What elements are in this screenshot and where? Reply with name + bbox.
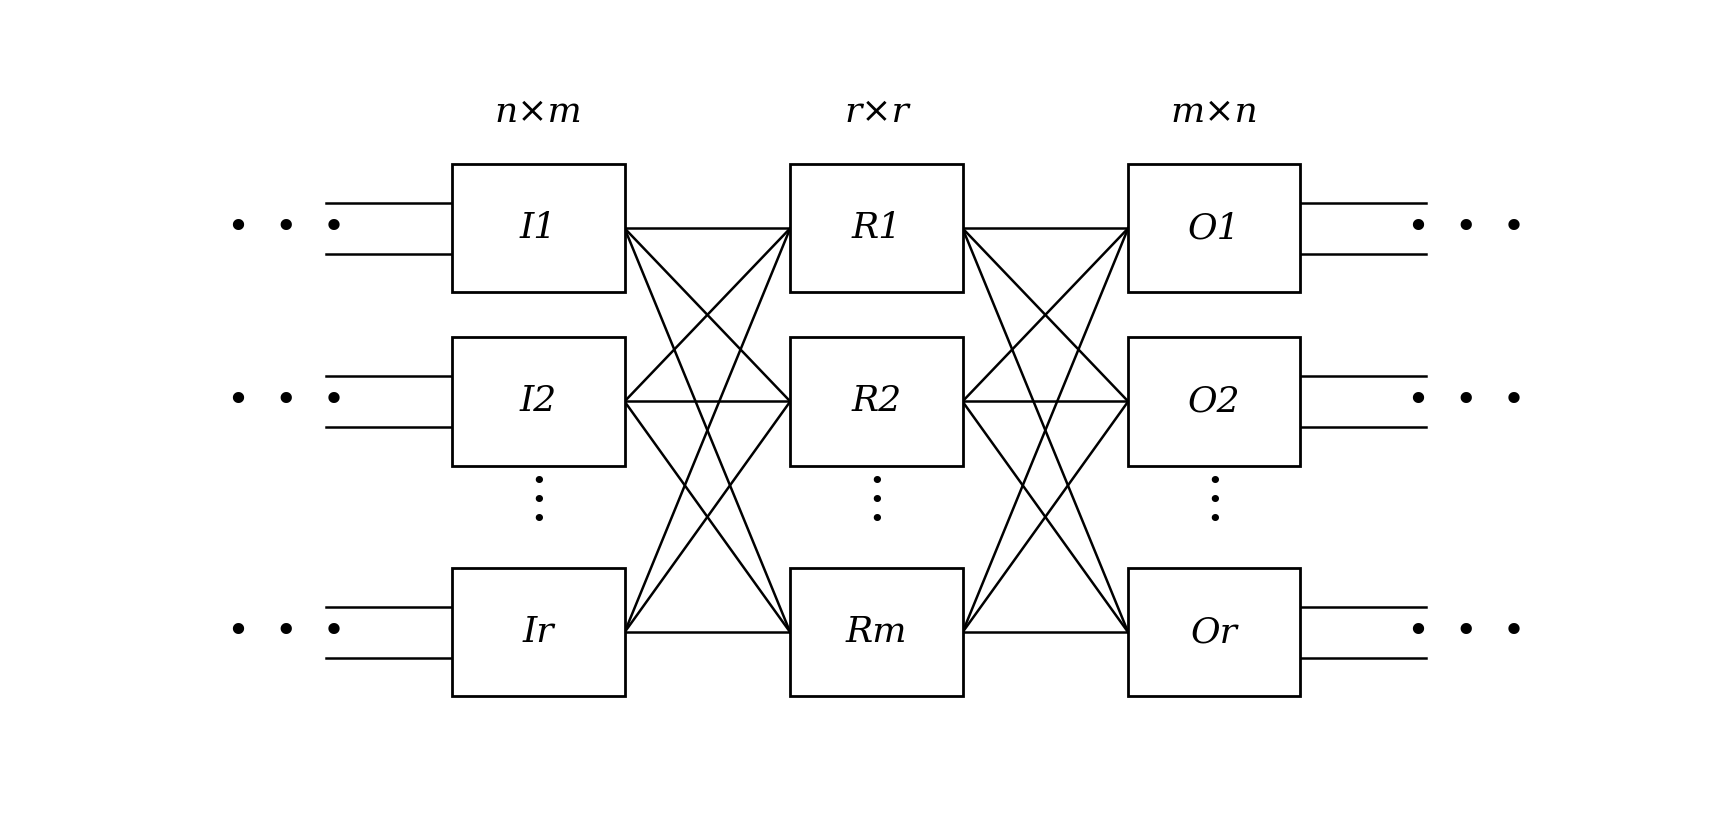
- Text: O1: O1: [1188, 212, 1241, 245]
- Text: r×r: r×r: [845, 95, 908, 129]
- Text: •  •  •: • • •: [1407, 383, 1525, 420]
- Text: •  •  •: • • •: [227, 383, 345, 420]
- Text: I2: I2: [520, 384, 557, 418]
- Text: Ir: Ir: [523, 616, 554, 650]
- Text: •: •: [1207, 470, 1221, 494]
- Text: •: •: [1207, 489, 1221, 513]
- Text: •: •: [532, 470, 545, 494]
- Text: Or: Or: [1190, 616, 1238, 650]
- Bar: [790, 568, 963, 696]
- Text: •: •: [532, 508, 545, 532]
- Text: R2: R2: [852, 384, 901, 418]
- Text: O2: O2: [1188, 384, 1241, 418]
- Text: •  •  •: • • •: [227, 614, 345, 651]
- Bar: [1129, 568, 1300, 696]
- Bar: [790, 164, 963, 292]
- Bar: [790, 337, 963, 466]
- Bar: [1129, 337, 1300, 466]
- Text: Rm: Rm: [846, 616, 906, 650]
- Bar: [451, 568, 624, 696]
- Text: •  •  •: • • •: [1407, 614, 1525, 651]
- Text: •  •  •: • • •: [1407, 210, 1525, 247]
- Bar: [1129, 164, 1300, 292]
- Text: •: •: [1207, 508, 1221, 532]
- Bar: [451, 164, 624, 292]
- Text: I1: I1: [520, 212, 557, 245]
- Text: •  •  •: • • •: [227, 210, 345, 247]
- Text: •: •: [869, 470, 884, 494]
- Text: •: •: [869, 489, 884, 513]
- Text: •: •: [532, 489, 545, 513]
- Text: R1: R1: [852, 212, 901, 245]
- Text: •: •: [869, 508, 884, 532]
- Text: n×m: n×m: [494, 95, 583, 129]
- Text: m×n: m×n: [1170, 95, 1259, 129]
- Bar: [451, 337, 624, 466]
